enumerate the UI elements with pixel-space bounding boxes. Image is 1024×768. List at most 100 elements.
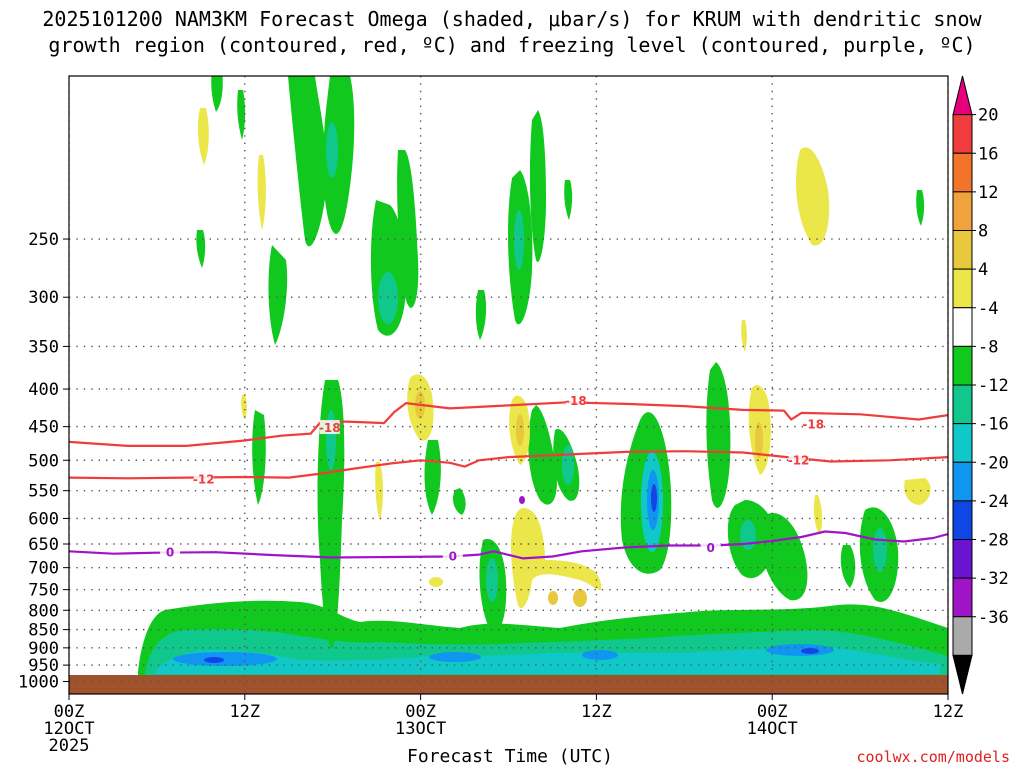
contour-label--18-1: -18	[565, 394, 587, 408]
y-axis: 2503003504004505005506006507007508008509…	[18, 230, 69, 692]
y-tick-label-600: 600	[28, 509, 59, 529]
omega-upper-green-5	[475, 290, 487, 340]
contour-label-bg--12-1	[788, 452, 809, 467]
colorbar-label-9: -20	[978, 453, 1009, 473]
colorbar-bin-14	[952, 616, 973, 656]
omega-pos-6-core	[516, 414, 524, 446]
omega-mid-green-10	[840, 545, 856, 588]
contour-line-0-2	[69, 530, 948, 560]
contour-label--12-0: -12	[193, 472, 215, 486]
contour-line--12-1	[69, 450, 948, 480]
colorbar-label-6: -8	[978, 337, 998, 357]
omega-positive-regions	[197, 108, 931, 609]
omega-pos-3	[796, 147, 830, 246]
colorbar-bin-9	[952, 423, 973, 463]
omega-column-8-core	[651, 484, 657, 512]
colorbar-bin-12	[952, 539, 973, 579]
x-tick-label-12-0: 12Z	[229, 702, 260, 722]
contour-label--18-2: -18	[802, 417, 824, 431]
omega-mid-green-1	[252, 410, 266, 505]
omega-pos-10	[813, 495, 823, 535]
y-tick-label-950: 950	[28, 656, 59, 676]
omega-core-darkblue-1	[204, 657, 224, 663]
y-tick-label-450: 450	[28, 418, 59, 438]
x-tick-label-48-1: 14OCT	[747, 719, 798, 739]
omega-column-7	[529, 110, 546, 262]
omega-column-9	[706, 362, 731, 508]
omega-column-3	[317, 380, 345, 650]
colorbar-label-4: 4	[978, 260, 988, 280]
colorbar-label-5: -4	[978, 299, 998, 319]
omega-pos-12-core-2	[573, 589, 587, 607]
contour-label-bg-0-0	[160, 544, 181, 559]
contour-label-bg-0-1	[442, 548, 463, 563]
y-tick-label-250: 250	[28, 230, 59, 250]
colorbar-label-1: 16	[978, 144, 998, 164]
chart-title-line-2: growth region (contoured, red, ºC) and f…	[48, 33, 975, 57]
omega-column-2	[323, 76, 355, 234]
contour-label-bg--18-2	[803, 416, 824, 431]
x-tick-label-48-0: 00Z	[757, 702, 788, 722]
omega-upper-green-2	[237, 90, 246, 140]
omega-core-blue-3	[582, 650, 618, 660]
contour-label-0-2: 0	[706, 541, 714, 555]
colorbar-label-2: 12	[978, 183, 998, 203]
colorbar-bin-8	[952, 384, 973, 425]
x-tick-label-0-1: 12OCT	[43, 719, 94, 739]
y-tick-label-750: 750	[28, 581, 59, 601]
omega-column-5	[397, 150, 419, 308]
contour-label--12-1: -12	[788, 453, 810, 467]
colorbar-bin-2	[952, 152, 973, 193]
y-tick-label-900: 900	[28, 639, 59, 659]
omega-upper-green-1	[211, 76, 223, 112]
omega-column-1	[288, 76, 327, 247]
colorbar-bin-5	[952, 268, 973, 309]
y-tick-label-400: 400	[28, 380, 59, 400]
omega-mid-green-4-core	[562, 445, 574, 485]
y-tick-label-550: 550	[28, 482, 59, 502]
colorbar-bin-11	[952, 500, 973, 540]
omega-pos-9	[904, 478, 931, 505]
omega-shading	[138, 76, 948, 680]
colorbar-label-10: -24	[978, 492, 1009, 512]
y-tick-label-850: 850	[28, 621, 59, 641]
colorbar-bin-1	[952, 114, 973, 154]
contour-label-0-0: 0	[166, 546, 174, 560]
colorbar-bin-top	[952, 75, 973, 116]
omega-pos-12	[511, 508, 602, 609]
colorbar-label-0: 20	[978, 106, 998, 126]
site-credit: coolwx.com/models	[856, 748, 1010, 766]
colorbar-label-3: 8	[978, 222, 988, 242]
x-tick-label-0-2: 2025	[49, 736, 90, 756]
x-tick-label-24-1: 13OCT	[395, 719, 446, 739]
omega-pos-13	[429, 577, 443, 587]
omega-pos-7-core	[755, 422, 763, 458]
omega-pos-1	[197, 108, 209, 165]
ground-surface	[69, 675, 948, 694]
x-tick-label-24-0: 00Z	[405, 702, 436, 722]
x-tick-label-60-0: 12Z	[933, 702, 964, 722]
colorbar-bin-10	[952, 461, 973, 502]
colorbar-bin-3	[952, 191, 973, 231]
contour-line--18-0	[69, 401, 948, 447]
omega-upper-green-6	[564, 180, 573, 220]
colorbar-bin-bottom	[952, 654, 973, 695]
contour-label-bg--12-0	[193, 471, 214, 486]
contour-label-0-1: 0	[449, 550, 457, 564]
x-axis-title: Forecast Time (UTC)	[407, 746, 613, 767]
y-tick-label-1000: 1000	[18, 672, 59, 692]
colorbar-label-8: -16	[978, 415, 1009, 435]
omega-core-blue-2	[429, 652, 481, 662]
omega-mid-green-6-core	[740, 520, 756, 550]
omega-upper-green-7	[916, 190, 925, 226]
contour-label-bg--18-1	[565, 392, 586, 407]
omega-mid-green-8-core	[873, 528, 887, 572]
omega-mid-green-5-core	[486, 558, 498, 602]
x-tick-label-0-0: 00Z	[54, 702, 85, 722]
contour-label--18-0: -18	[319, 421, 341, 435]
omega-mid-green-9	[452, 488, 466, 515]
colorbar-label-13: -36	[978, 608, 1009, 628]
omega-pos-4	[241, 395, 247, 420]
colorbar-label-7: -12	[978, 376, 1009, 396]
